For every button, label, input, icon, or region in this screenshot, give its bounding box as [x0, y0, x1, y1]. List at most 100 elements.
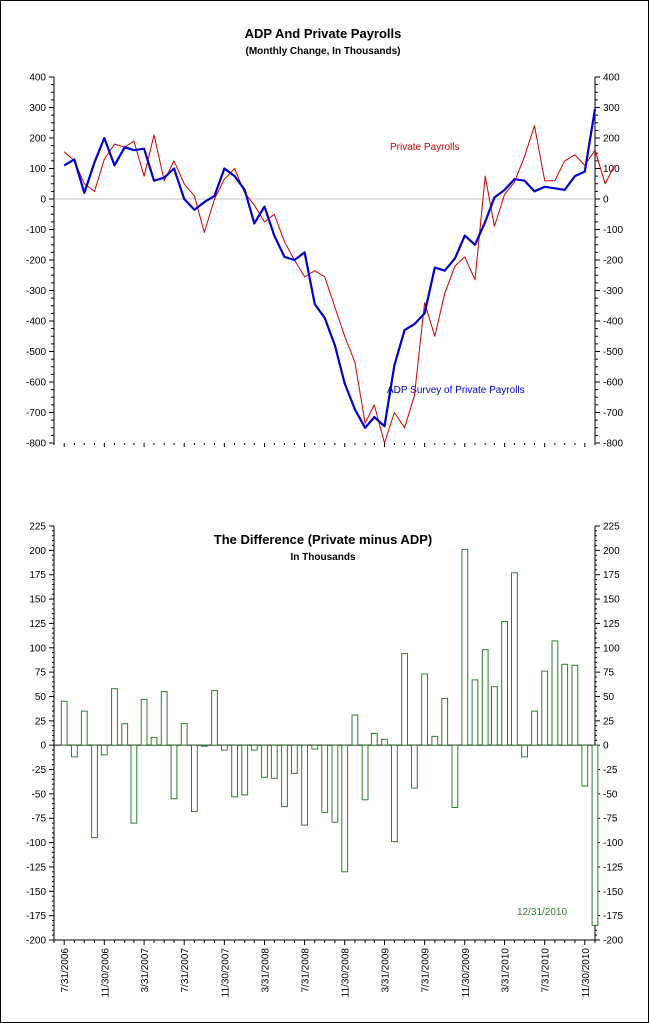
- difference-bar: [211, 690, 218, 746]
- bottom-y-tick-label-right: -50: [603, 789, 618, 800]
- difference-bar: [130, 744, 138, 824]
- difference-bar: [361, 744, 369, 801]
- difference-bar: [551, 640, 559, 746]
- top-y-tick-label-right: -700: [603, 408, 623, 419]
- bottom-y-tick-label-right: 75: [603, 668, 615, 679]
- x-tick-label: 7/31/2006: [60, 948, 71, 993]
- top-y-tick-label-right: 100: [603, 164, 620, 175]
- bottom-y-tick-label-right: 125: [603, 619, 620, 630]
- x-tick-label: 7/31/2008: [301, 948, 312, 993]
- top-y-tick-label-right: -400: [603, 317, 623, 328]
- bottom-y-tick-label-left: -175: [26, 911, 46, 922]
- difference-bar: [121, 723, 129, 746]
- difference-bar: [200, 744, 208, 747]
- difference-bar: [431, 735, 439, 746]
- bottom-chart-title: The Difference (Private minus ADP): [214, 532, 432, 547]
- bottom-y-tick-label-left: 50: [35, 692, 47, 703]
- top-y-tick-label-right: 300: [603, 103, 620, 114]
- top-y-tick-label-left: -800: [26, 439, 46, 450]
- bottom-y-tick-label-left: -100: [26, 838, 46, 849]
- top-chart-subtitle: (Monthly Change, In Thousands): [246, 46, 401, 57]
- bottom-y-tick-label-left: 25: [35, 716, 47, 727]
- bottom-y-tick-label-right: 0: [603, 741, 609, 752]
- difference-bar: [451, 744, 459, 809]
- top-chart-lines: [63, 108, 615, 444]
- x-tick-label: 7/31/2009: [421, 948, 432, 993]
- bottom-y-tick-label-right: 50: [603, 692, 615, 703]
- bottom-y-tick-label-right: -150: [603, 887, 623, 898]
- top-y-tick-label-right: -100: [603, 225, 623, 236]
- top-y-tick-label-left: 400: [29, 73, 46, 84]
- top-y-tick-label-right: 0: [603, 195, 609, 206]
- private-payrolls-line: [63, 125, 615, 444]
- difference-bar: [561, 663, 569, 746]
- top-y-tick-label-left: -200: [26, 256, 46, 267]
- private-payrolls-annotation: Private Payrolls: [390, 142, 459, 153]
- top-y-tick-label-left: 100: [29, 164, 46, 175]
- difference-bar: [491, 686, 498, 746]
- bottom-y-tick-label-left: -25: [32, 765, 47, 776]
- difference-bar: [291, 744, 298, 774]
- adp-survey-annotation: ADP Survey of Private Payrolls: [387, 385, 525, 396]
- x-tick-label: 7/31/2010: [541, 948, 552, 993]
- difference-bar: [571, 664, 579, 746]
- difference-bar: [411, 744, 418, 789]
- difference-bar: [180, 723, 188, 746]
- top-y-tick-label-left: -700: [26, 408, 46, 419]
- x-tick-label: 7/31/2007: [180, 948, 191, 993]
- top-y-tick-label-left: -400: [26, 317, 46, 328]
- top-y-tick-label-left: -300: [26, 286, 46, 297]
- difference-bar: [370, 733, 378, 746]
- top-y-tick-label-left: -100: [26, 225, 46, 236]
- difference-bar: [521, 744, 529, 758]
- bottom-y-tick-label-right: 150: [603, 595, 620, 606]
- bottom-y-tick-label-right: -200: [603, 936, 623, 947]
- difference-bar: [381, 738, 388, 746]
- bottom-y-tick-label-right: 100: [603, 643, 620, 654]
- bottom-y-tick-label-left: 100: [29, 643, 46, 654]
- top-y-tick-label-right: -300: [603, 286, 623, 297]
- bottom-chart-subtitle: In Thousands: [291, 552, 356, 563]
- difference-bar: [531, 710, 538, 746]
- bottom-y-tick-label-right: 175: [603, 570, 620, 581]
- bottom-y-tick-label-left: -50: [32, 789, 47, 800]
- x-tick-label: 11/30/2010: [581, 948, 592, 998]
- x-tick-label: 11/30/2007: [220, 948, 231, 998]
- difference-bar: [100, 744, 108, 756]
- bottom-y-tick-label-left: 200: [29, 546, 46, 557]
- difference-bar: [140, 698, 148, 746]
- bottom-y-tick-label-left: -150: [26, 887, 46, 898]
- bottom-y-tick-label-right: 25: [603, 716, 615, 727]
- top-y-tick-label-left: 300: [29, 103, 46, 114]
- bottom-y-tick-label-left: -125: [26, 862, 46, 873]
- difference-bar: [501, 621, 509, 746]
- x-tick-label: 3/31/2010: [501, 948, 512, 993]
- bottom-y-tick-label-left: 75: [35, 668, 47, 679]
- top-chart-title: ADP And Private Payrolls: [245, 26, 402, 41]
- difference-bar: [221, 744, 228, 751]
- last-date-annotation: 12/31/2010: [517, 907, 567, 918]
- difference-bar: [261, 744, 268, 778]
- bottom-y-tick-label-left: 150: [29, 595, 46, 606]
- difference-bar: [111, 688, 118, 746]
- top-y-tick-label-left: 200: [29, 134, 46, 145]
- top-y-tick-label-left: -500: [26, 347, 46, 358]
- bottom-y-tick-label-left: 175: [29, 570, 46, 581]
- x-tick-label: 3/31/2009: [381, 948, 392, 993]
- difference-bar: [80, 710, 88, 746]
- adp-survey-line: [63, 108, 597, 429]
- difference-bar: [331, 744, 339, 823]
- x-axis-labels: 7/31/2006 11/30/2006 3/31/2007 7/31/2007 11/…: [53, 443, 596, 998]
- difference-bar: [71, 744, 78, 758]
- difference-bar: [591, 744, 599, 926]
- difference-bar: [321, 744, 329, 813]
- difference-bar: [91, 744, 98, 839]
- difference-bar: [581, 744, 589, 787]
- difference-bar: [391, 744, 398, 843]
- difference-bar: [191, 744, 198, 812]
- difference-bar: [241, 744, 249, 796]
- top-chart-axes: 400 400 300 300 200 200 100 100 0 0 -100 -100 -200 -2…: [26, 73, 623, 450]
- difference-bar: [170, 744, 178, 800]
- bottom-y-tick-label-right: 225: [603, 522, 620, 533]
- bottom-y-tick-label-right: -100: [603, 838, 623, 849]
